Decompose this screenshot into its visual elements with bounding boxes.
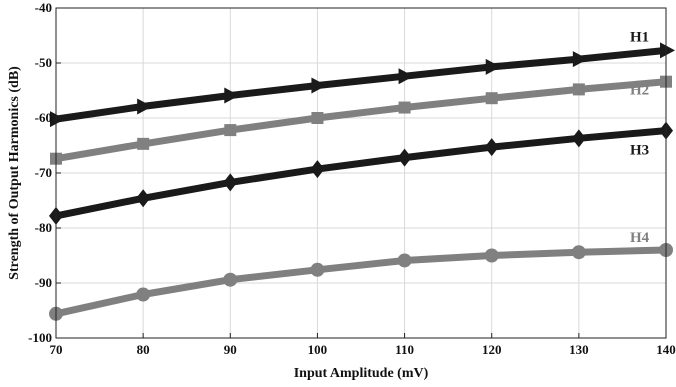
- y-tick-label: -60: [35, 110, 52, 125]
- x-tick-label: 70: [50, 342, 63, 357]
- data-point-h1: [311, 77, 327, 94]
- series-h2: [50, 75, 672, 165]
- data-point-h2: [311, 112, 324, 124]
- y-tick-label: -40: [35, 0, 52, 15]
- y-tick-label: -80: [35, 220, 52, 235]
- data-point-h1: [485, 58, 501, 75]
- series-h4: [49, 243, 673, 321]
- x-tick-label: 120: [482, 342, 502, 357]
- data-point-h1: [50, 111, 65, 128]
- data-point-h3: [397, 148, 412, 167]
- x-tick-label: 90: [224, 342, 237, 357]
- data-point-h3: [223, 173, 238, 192]
- data-point-h2: [572, 83, 585, 96]
- data-point-h3: [310, 160, 325, 179]
- series-line-h4: [55, 246, 667, 318]
- tick-labels: 70 80 90 100 110 120 130 140 -40 -50 -60 -70 -80 -90 -…: [28, 0, 676, 357]
- y-axis-title: Strength of Output Harmonics (dB): [7, 66, 22, 280]
- data-point-h2: [224, 124, 237, 137]
- x-tick-label: 80: [137, 342, 150, 357]
- data-point-h2: [398, 101, 411, 114]
- x-axis-title: Input Amplitude (mV): [294, 366, 429, 381]
- series-line-h2: [55, 78, 667, 163]
- y-tick-label: -50: [35, 55, 52, 70]
- data-point-h4: [223, 272, 238, 287]
- data-point-h4: [571, 245, 586, 260]
- y-tick-label: -70: [35, 165, 52, 180]
- y-tick-label: -100: [28, 330, 52, 345]
- data-point-h1: [572, 51, 588, 68]
- x-tick-label: 130: [569, 342, 589, 357]
- x-tick-label: 110: [395, 342, 414, 357]
- data-point-h4: [310, 262, 325, 277]
- series-label-h3: H3: [630, 143, 649, 159]
- series-h3: [49, 121, 673, 225]
- x-tick-label: 100: [308, 342, 328, 357]
- data-point-h1: [224, 87, 240, 104]
- series-h1: [50, 42, 675, 128]
- series-line-h1: [55, 46, 667, 123]
- y-tick-label: -90: [35, 275, 52, 290]
- data-point-h4: [397, 253, 412, 268]
- data-point-h3: [136, 189, 151, 208]
- data-point-h4: [136, 287, 151, 302]
- data-point-h1: [398, 68, 414, 85]
- series-line-h3: [55, 127, 667, 220]
- series-label-h4: H4: [630, 230, 650, 246]
- data-point-h1: [137, 98, 153, 115]
- x-tick-label: 140: [656, 342, 676, 357]
- data-point-h3: [571, 129, 586, 148]
- series-label-h2: H2: [630, 83, 649, 99]
- series-labels: H1 H2 H3 H4: [630, 29, 650, 246]
- series-layer: [49, 42, 675, 321]
- data-point-h3: [484, 138, 499, 157]
- data-point-h2: [137, 137, 150, 150]
- data-point-h1: [660, 42, 675, 59]
- data-point-h2: [485, 92, 498, 105]
- data-point-h4: [484, 248, 499, 263]
- series-label-h1: H1: [630, 29, 649, 45]
